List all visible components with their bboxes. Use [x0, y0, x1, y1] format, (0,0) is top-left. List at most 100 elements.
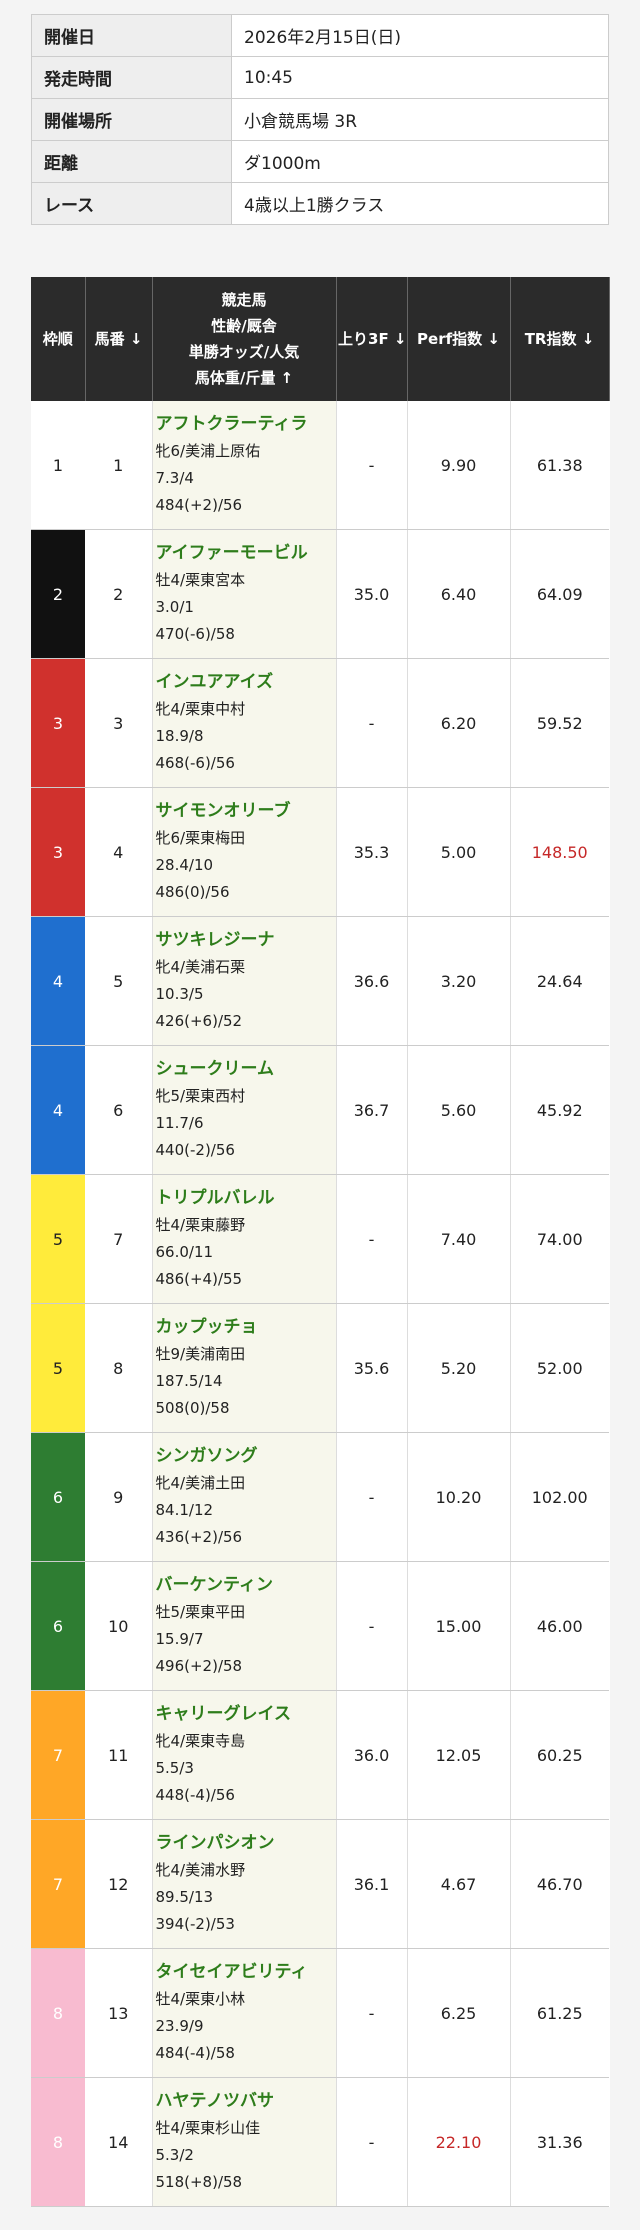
horse-name[interactable]: アイファーモービル [155, 543, 308, 563]
waku: 3 [31, 787, 85, 917]
info-label: 距離 [31, 140, 232, 183]
tr-index: 45.92 [510, 1045, 609, 1175]
tr-index: 64.09 [510, 529, 609, 659]
header-tr[interactable]: TR指数 ↓ [510, 277, 610, 401]
header-perf[interactable]: Perf指数 ↓ [407, 277, 511, 401]
race-info: 開催日 2026年2月15日(日) 発走時間 10:45 開催場所 小倉競馬場 3R 距離ダ… [31, 14, 609, 225]
horse: アイファーモービル 牡4/栗東宮本 3.0/1 470(-6)/58 [151, 529, 337, 659]
horse-info: 牝4/美浦石栗 [155, 958, 246, 976]
tr-index: 31.36 [510, 2077, 609, 2207]
horse-name[interactable]: キャリーグレイス [155, 1704, 292, 1724]
umaban: 6 [85, 1045, 153, 1175]
horse-name[interactable]: シンガソング [155, 1446, 258, 1466]
perf: 15.00 [407, 1561, 511, 1691]
horse-name[interactable]: アフトクラーティラ [155, 414, 308, 434]
tr-index: 61.25 [510, 1948, 609, 2078]
waku: 6 [31, 1432, 85, 1562]
horse-name[interactable]: インユアアイズ [155, 672, 274, 692]
horse-name[interactable]: カップッチョ [155, 1317, 258, 1337]
horse-info: 牡9/美浦南田 [155, 1345, 246, 1363]
weight: 470(-6)/58 [155, 625, 235, 643]
horse-name[interactable]: ラインパシオン [155, 1833, 275, 1853]
agari: 35.6 [336, 1303, 408, 1433]
horse-info: 牝4/美浦水野 [155, 1861, 246, 1879]
entries-table: 枠順 馬番 ↓ 競走馬 性齢/厩舎 単勝オッズ/人気 馬体重/斤量 ↑ 上り3F… [31, 277, 610, 2207]
tr-index: 59.52 [510, 658, 609, 788]
weight: 426(+6)/52 [155, 1012, 243, 1030]
odds: 28.4/10 [155, 856, 214, 874]
weight: 440(-2)/56 [155, 1141, 235, 1159]
tr-index: 74.00 [510, 1174, 609, 1304]
umaban: 3 [85, 658, 153, 788]
entry-row: 3 4 サイモンオリーブ 牝6/栗東梅田 28.4/10 486(0)/56 35.3 5.0… [31, 787, 609, 917]
odds: 84.1/12 [155, 1501, 214, 1519]
umaban: 14 [85, 2077, 153, 2207]
tr-index: 148.50 [510, 787, 609, 917]
perf: 7.40 [407, 1174, 511, 1304]
entry-row: 6 9 シンガソング 牝4/美浦土田 84.1/12 436(+2)/56 -10.20 10… [31, 1432, 609, 1562]
perf: 4.67 [407, 1819, 511, 1949]
horse-info: 牝4/美浦土田 [155, 1474, 246, 1492]
info-value: 2026年2月15日(日) [231, 14, 609, 57]
entry-row: 1 1 アフトクラーティラ 牝6/美浦上原佑 7.3/4 484(+2)/56-9.90 6… [31, 401, 609, 530]
agari: 36.1 [336, 1819, 408, 1949]
header-agari-text: 上り3F ↓ [338, 330, 407, 348]
info-row: レース 4歳以上1勝クラス [31, 182, 609, 225]
horse-name[interactable]: トリプルバレル [155, 1188, 275, 1208]
horse-info: 牝6/美浦上原佑 [155, 442, 261, 460]
weight: 508(0)/58 [155, 1399, 230, 1417]
horse: アフトクラーティラ 牝6/美浦上原佑 7.3/4 484(+2)/56 [151, 401, 337, 530]
odds: 3.0/1 [155, 598, 194, 616]
entry-row: 4 5 サツキレジーナ 牝4/美浦石栗 10.3/5 426(+6)/52 36.6 3.20… [31, 916, 609, 1046]
horse: シュークリーム 牝5/栗東西村 11.7/6 440(-2)/56 [151, 1045, 337, 1175]
waku: 5 [31, 1303, 85, 1433]
agari: - [336, 1948, 408, 2078]
agari: 36.6 [336, 916, 408, 1046]
info-label: 開催日 [31, 14, 232, 57]
waku: 8 [31, 1948, 85, 2078]
waku: 4 [31, 1045, 85, 1175]
waku: 1 [31, 401, 85, 530]
horse-name[interactable]: サイモンオリーブ [155, 801, 291, 821]
weight: 484(+2)/56 [155, 496, 243, 514]
waku: 8 [31, 2077, 85, 2207]
perf: 22.10 [407, 2077, 511, 2207]
umaban: 4 [85, 787, 153, 917]
agari: - [336, 1432, 408, 1562]
umaban: 12 [85, 1819, 153, 1949]
weight: 394(-2)/53 [155, 1915, 235, 1933]
info-row: 発走時間 10:45 [31, 56, 609, 99]
info-value: 4歳以上1勝クラス [231, 182, 609, 225]
header-waku[interactable]: 枠順 [31, 277, 86, 401]
odds: 11.7/6 [155, 1114, 204, 1132]
waku: 7 [31, 1690, 85, 1820]
entry-row: 4 6 シュークリーム 牝5/栗東西村 11.7/6 440(-2)/56 36.7 5.60… [31, 1045, 609, 1175]
perf: 10.20 [407, 1432, 511, 1562]
horse-name[interactable]: バーケンティン [155, 1575, 273, 1595]
horse-name[interactable]: ハヤテノツバサ [155, 2091, 275, 2111]
horse-name[interactable]: タイセイアビリティ [155, 1962, 308, 1982]
waku: 3 [31, 658, 85, 788]
agari: - [336, 658, 408, 788]
weight: 468(-6)/56 [155, 754, 235, 772]
header-umaban[interactable]: 馬番 ↓ [85, 277, 153, 401]
horse-name[interactable]: サツキレジーナ [155, 930, 275, 950]
agari: 35.3 [336, 787, 408, 917]
umaban: 11 [85, 1690, 153, 1820]
header-horse[interactable]: 競走馬 性齢/厩舎 単勝オッズ/人気 馬体重/斤量 ↑ [152, 277, 337, 401]
perf: 5.20 [407, 1303, 511, 1433]
agari: - [336, 401, 408, 530]
horse-name[interactable]: シュークリーム [155, 1059, 275, 1079]
header-agari[interactable]: 上り3F ↓ [336, 277, 408, 401]
horse: バーケンティン 牡5/栗東平田 15.9/7 496(+2)/58 [151, 1561, 337, 1691]
odds: 66.0/11 [155, 1243, 214, 1261]
info-value: 小倉競馬場 3R [231, 98, 609, 141]
entry-row: 3 3 インユアアイズ 牝4/栗東中村 18.9/8 468(-6)/56-6.20 59.… [31, 658, 609, 788]
agari: 35.0 [336, 529, 408, 659]
perf: 6.25 [407, 1948, 511, 2078]
header-horse-line: 単勝オッズ/人気 [188, 343, 300, 361]
weight: 486(+4)/55 [155, 1270, 243, 1288]
umaban: 8 [85, 1303, 153, 1433]
odds: 18.9/8 [155, 727, 204, 745]
horse: カップッチョ 牡9/美浦南田 187.5/14 508(0)/58 [151, 1303, 337, 1433]
